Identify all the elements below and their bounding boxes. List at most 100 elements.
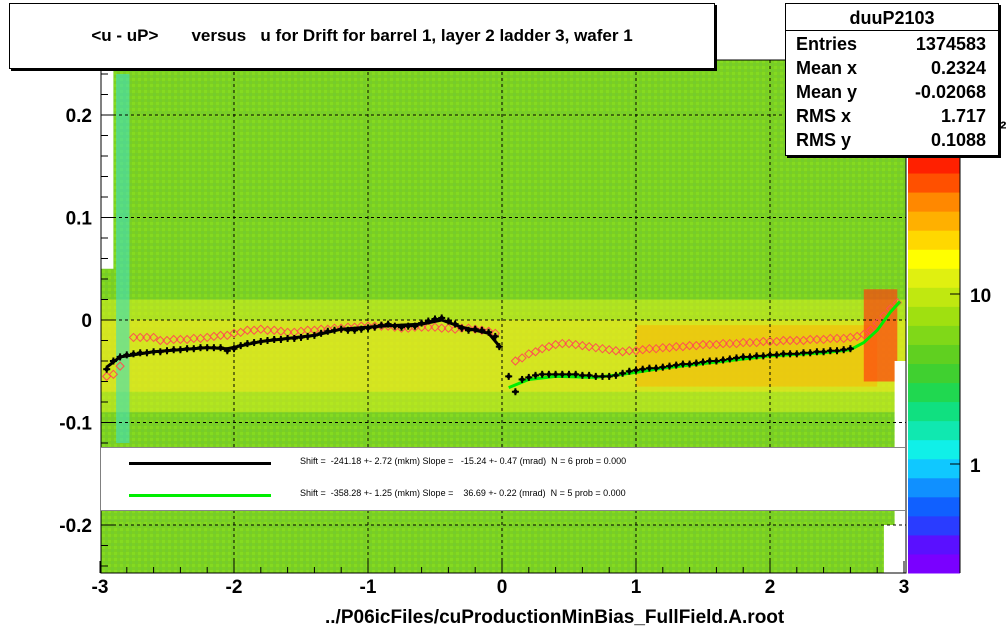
profile-point — [605, 372, 613, 380]
profile-point — [324, 327, 332, 335]
profile-point — [625, 367, 633, 375]
profile-point — [739, 353, 747, 361]
profile-point — [130, 350, 137, 358]
color-scale-segment — [908, 192, 960, 212]
color-scale-segment — [908, 439, 960, 460]
profile-point — [578, 371, 586, 379]
profile-point — [733, 354, 740, 362]
open-marker-point — [135, 332, 145, 343]
profile-point — [632, 366, 640, 374]
profile-point — [538, 370, 546, 378]
legend-text: Shift = -241.18 +- 2.72 (mkm) Slope = -1… — [300, 456, 627, 466]
profile-point — [136, 349, 144, 357]
color-scale-segment — [908, 268, 960, 288]
stats-label: RMS y — [796, 130, 852, 150]
x-tick-label: -3 — [92, 577, 109, 598]
profile-point — [109, 357, 117, 365]
series-layer — [101, 297, 903, 396]
x-tick-label: -2 — [226, 577, 243, 598]
profile-point — [103, 365, 111, 373]
chart-title: <u - uP> versus u for Drift for barrel 1… — [91, 26, 633, 45]
color-scale-segment — [908, 553, 960, 574]
profile-point — [612, 371, 620, 379]
open-marker-point — [805, 334, 815, 345]
profile-point — [491, 332, 499, 340]
profile-point — [337, 325, 345, 333]
profile-point — [243, 340, 251, 348]
open-marker-point — [765, 336, 775, 347]
open-marker-point — [778, 335, 789, 346]
profile-point — [451, 320, 459, 328]
profile-point — [310, 331, 318, 339]
open-marker-point — [865, 325, 876, 335]
profile-point — [786, 350, 794, 358]
color-scale-segment — [908, 420, 960, 441]
open-marker-point — [148, 332, 159, 343]
open-marker-point — [577, 340, 588, 351]
open-marker-point — [470, 324, 480, 334]
heatmap-empty — [101, 60, 114, 269]
open-marker-point — [189, 333, 199, 344]
open-marker-point — [276, 326, 286, 336]
profile-point — [444, 317, 452, 325]
y-tick-label: 0 — [81, 311, 92, 332]
profile-point — [692, 359, 700, 367]
open-marker-point — [745, 337, 755, 348]
open-marker-point — [591, 342, 601, 353]
legend-text: Shift = -358.28 +- 1.25 (mkm) Slope = 36… — [300, 488, 626, 498]
profile-point — [746, 353, 754, 361]
stats-name: duuP2103 — [786, 4, 998, 31]
profile-point — [438, 314, 446, 322]
open-marker-point — [698, 339, 708, 350]
profile-point — [558, 370, 566, 378]
profile-point — [371, 323, 379, 331]
profile-point — [619, 369, 627, 377]
profile-point — [317, 329, 325, 337]
stats-row: Mean y -0.02068 — [786, 79, 998, 103]
open-marker-point — [557, 338, 568, 349]
open-marker-point — [792, 335, 802, 346]
open-marker-point — [658, 342, 668, 353]
color-scale-segment — [908, 401, 960, 422]
profile-point — [230, 345, 238, 353]
open-marker-point — [644, 343, 655, 354]
legend-line-swatch — [129, 462, 271, 465]
profile-point — [123, 351, 131, 359]
profile-point — [391, 322, 399, 330]
stats-box: duuP2103 Entries 1374583 Mean x 0.2324 M… — [785, 3, 999, 156]
x-tick-label: 3 — [899, 577, 910, 598]
open-marker-point — [510, 356, 521, 366]
y-tick-label: -0.1 — [59, 414, 92, 435]
stats-row: Mean x 0.2324 — [786, 55, 998, 79]
color-scale-segment — [908, 363, 960, 384]
profile-point — [424, 317, 432, 325]
profile-point — [826, 347, 834, 355]
open-marker-point — [430, 322, 440, 332]
profile-point — [672, 361, 680, 369]
stats-value: 0.1088 — [930, 130, 986, 150]
open-marker-point — [416, 322, 427, 332]
color-scale-segment — [908, 154, 960, 174]
open-marker-point — [852, 331, 862, 342]
open-marker-point — [530, 347, 541, 357]
stats-value: 1374583 — [915, 34, 986, 54]
profile-point — [344, 326, 352, 334]
stats-value: -0.02068 — [914, 82, 986, 102]
open-marker-point — [168, 334, 179, 345]
open-marker-point — [832, 333, 842, 344]
profile-point — [813, 348, 821, 356]
open-marker-point — [611, 346, 621, 356]
open-marker-point — [738, 337, 748, 348]
profile-point — [719, 356, 727, 364]
profile-point — [793, 350, 801, 358]
open-marker-point — [704, 339, 715, 350]
profile-point — [357, 325, 365, 333]
color-scale-label: 1 — [970, 456, 981, 477]
color-scale: 1100² — [908, 119, 1006, 574]
profile-point — [759, 352, 767, 360]
profile-point — [418, 319, 426, 327]
color-scale-segment — [908, 287, 960, 307]
profile-point — [411, 322, 419, 330]
open-marker-point — [671, 341, 681, 352]
profile-point — [659, 363, 667, 371]
